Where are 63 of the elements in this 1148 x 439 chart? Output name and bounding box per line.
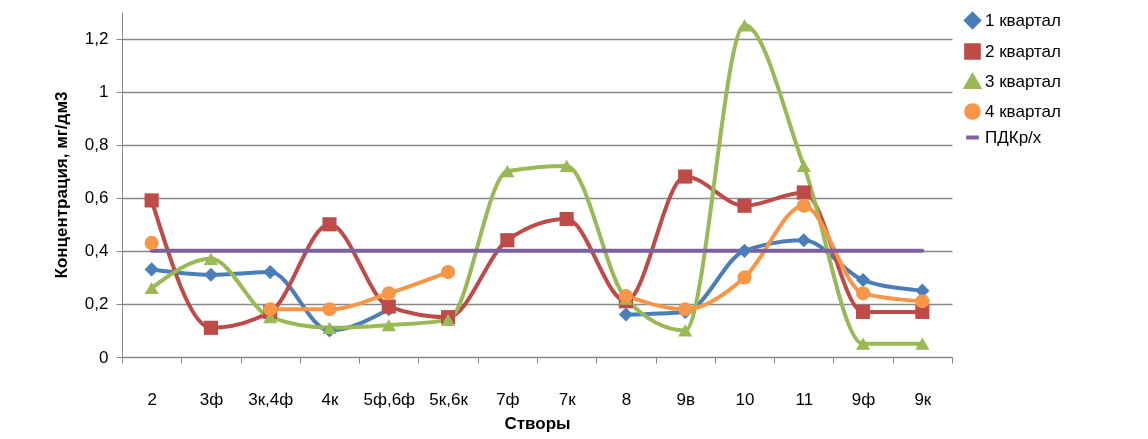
y-axis-title: Концентрация, мг/дм3 <box>51 91 71 279</box>
y-tick-label: 1 <box>99 82 109 102</box>
point <box>500 233 515 248</box>
point <box>796 233 811 248</box>
point <box>678 324 693 337</box>
y-tick-label: 0 <box>99 347 109 367</box>
point <box>737 19 752 32</box>
point <box>203 320 218 335</box>
point <box>737 198 752 213</box>
point <box>796 198 811 213</box>
x-tick-label: 5к,6к <box>429 389 469 409</box>
point <box>381 286 396 301</box>
x-tick-label: 9в <box>676 389 695 409</box>
x-tick-label: 7ф <box>496 389 520 409</box>
point <box>144 193 159 208</box>
y-tick-label: 0,2 <box>84 294 109 314</box>
x-tick-label: 3к,4ф <box>248 389 294 409</box>
y-tick-label: 0,8 <box>84 135 109 155</box>
point <box>203 267 218 282</box>
legend-label: 1 квартал <box>985 10 1061 30</box>
point <box>203 252 218 265</box>
point <box>263 265 278 280</box>
point <box>915 294 930 309</box>
x-tick-label: 9к <box>914 389 932 409</box>
point <box>796 185 811 200</box>
legend-label: 2 квартал <box>985 41 1061 61</box>
point <box>678 169 693 184</box>
point <box>618 307 633 322</box>
x-tick-label: 3ф <box>199 389 224 409</box>
point <box>381 319 396 332</box>
y-tick-label: 0,6 <box>84 188 109 208</box>
point <box>737 243 752 258</box>
point <box>856 286 871 301</box>
point <box>856 304 871 319</box>
x-tick-label: 9ф <box>851 389 876 409</box>
x-tick-label: 5ф,6ф <box>363 389 416 409</box>
legend-label: 4 квартал <box>985 101 1061 121</box>
y-tick-label: 1,2 <box>84 29 109 49</box>
point <box>559 211 574 227</box>
point <box>856 337 871 350</box>
point <box>618 288 633 304</box>
point <box>915 337 930 350</box>
point <box>144 235 159 250</box>
x-tick-label: 4к <box>321 389 339 409</box>
point <box>144 281 159 295</box>
point <box>856 272 871 288</box>
x-tick-label: 7к <box>558 389 577 409</box>
point <box>796 159 811 173</box>
point <box>441 265 456 280</box>
point <box>322 217 337 232</box>
point <box>322 302 337 317</box>
x-tick-label: 10 <box>735 389 755 409</box>
legend-label: 3 квартал <box>985 71 1061 91</box>
x-axis-title: Створы <box>504 413 571 433</box>
point <box>559 159 574 173</box>
x-tick-label: 8 <box>621 389 632 409</box>
y-tick-label: 0,4 <box>84 241 109 261</box>
point <box>737 270 752 285</box>
legend-label: ПДКр/х <box>985 127 1042 147</box>
point <box>144 262 159 277</box>
x-tick-label: 2 <box>147 389 157 409</box>
x-tick-label: 11 <box>795 389 814 409</box>
point <box>322 321 337 334</box>
